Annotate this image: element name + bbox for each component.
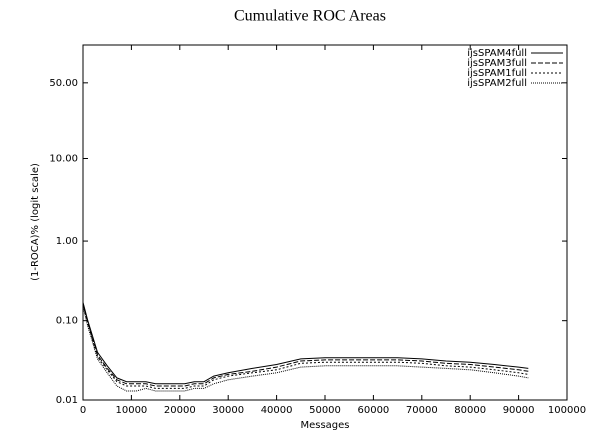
- series-line: [82, 304, 529, 389]
- plot-frame: [82, 44, 568, 401]
- chart-title: Cumulative ROC Areas: [234, 8, 386, 25]
- x-tick-label: 90000: [503, 405, 535, 416]
- legend-label: ijsSPAM1full: [467, 68, 527, 79]
- x-tick-label: 100000: [548, 405, 586, 416]
- x-tick-label: 80000: [454, 405, 486, 416]
- x-tick-label: 60000: [357, 405, 389, 416]
- x-tick-label: 10000: [115, 405, 147, 416]
- x-tick-label: 50000: [309, 405, 341, 416]
- y-axis-label: (1-ROCA)% (logit scale): [30, 163, 41, 281]
- x-tick-label: 30000: [212, 405, 244, 416]
- legend-label: ijsSPAM3full: [467, 58, 527, 69]
- y-tick-label: 10.00: [49, 153, 78, 164]
- x-axis-label: Messages: [300, 420, 349, 431]
- series-line: [82, 303, 529, 387]
- x-tick-label: 40000: [261, 405, 293, 416]
- series-line: [82, 306, 529, 392]
- series-line: [82, 302, 529, 385]
- y-tick-label: 0.01: [56, 395, 78, 406]
- y-tick-label: 50.00: [49, 78, 78, 89]
- x-tick-label: 20000: [164, 405, 196, 416]
- x-tick-label: 0: [80, 405, 86, 416]
- y-tick-label: 0.10: [56, 316, 78, 327]
- legend-label: ijsSPAM2full: [467, 78, 527, 89]
- y-tick-label: 1.00: [56, 236, 78, 247]
- legend-label: ijsSPAM4full: [467, 48, 527, 59]
- x-tick-label: 70000: [406, 405, 438, 416]
